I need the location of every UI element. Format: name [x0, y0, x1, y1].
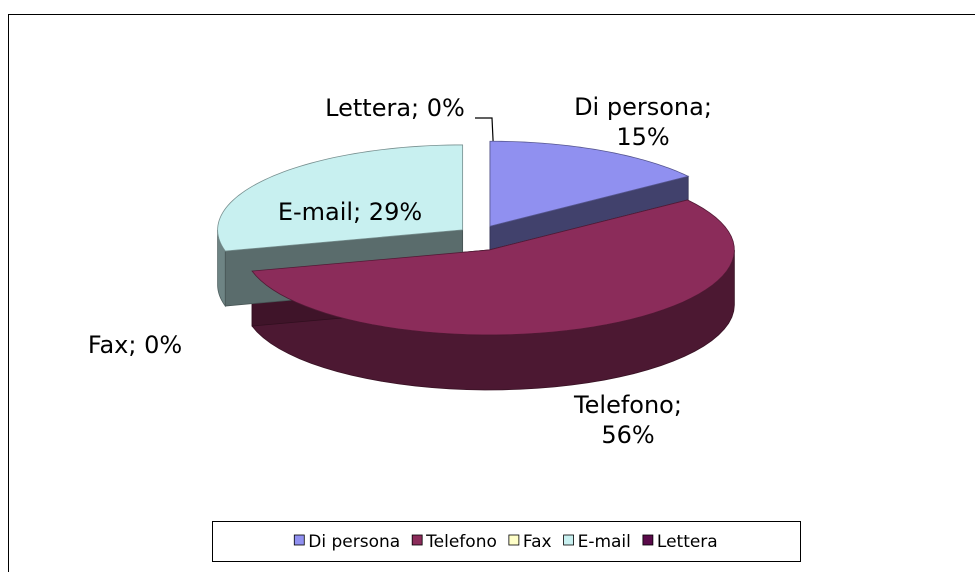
- legend-label: E-mail: [578, 532, 631, 552]
- legend-swatch: [293, 534, 305, 546]
- data-label: Telefono; 56%: [574, 391, 682, 449]
- data-label: E-mail; 29%: [277, 198, 423, 226]
- legend-swatch: [508, 534, 520, 546]
- slice: [251, 199, 735, 336]
- legend-label: Telefono: [425, 532, 497, 552]
- data-label: Di persona; 15%: [574, 93, 712, 151]
- legend-swatch: [563, 534, 574, 546]
- legend-label: Di persona: [308, 532, 400, 552]
- legend-swatch: [642, 534, 654, 546]
- legend-box: [212, 521, 801, 562]
- legend-label: Lettera: [657, 532, 718, 552]
- slice: [489, 140, 690, 227]
- legend-swatch: [411, 534, 423, 546]
- data-label: Fax; 0%: [87, 331, 183, 359]
- legend-label: Fax: [523, 532, 552, 552]
- data-label: Lettera; 0%: [325, 94, 465, 122]
- slice: [217, 144, 464, 252]
